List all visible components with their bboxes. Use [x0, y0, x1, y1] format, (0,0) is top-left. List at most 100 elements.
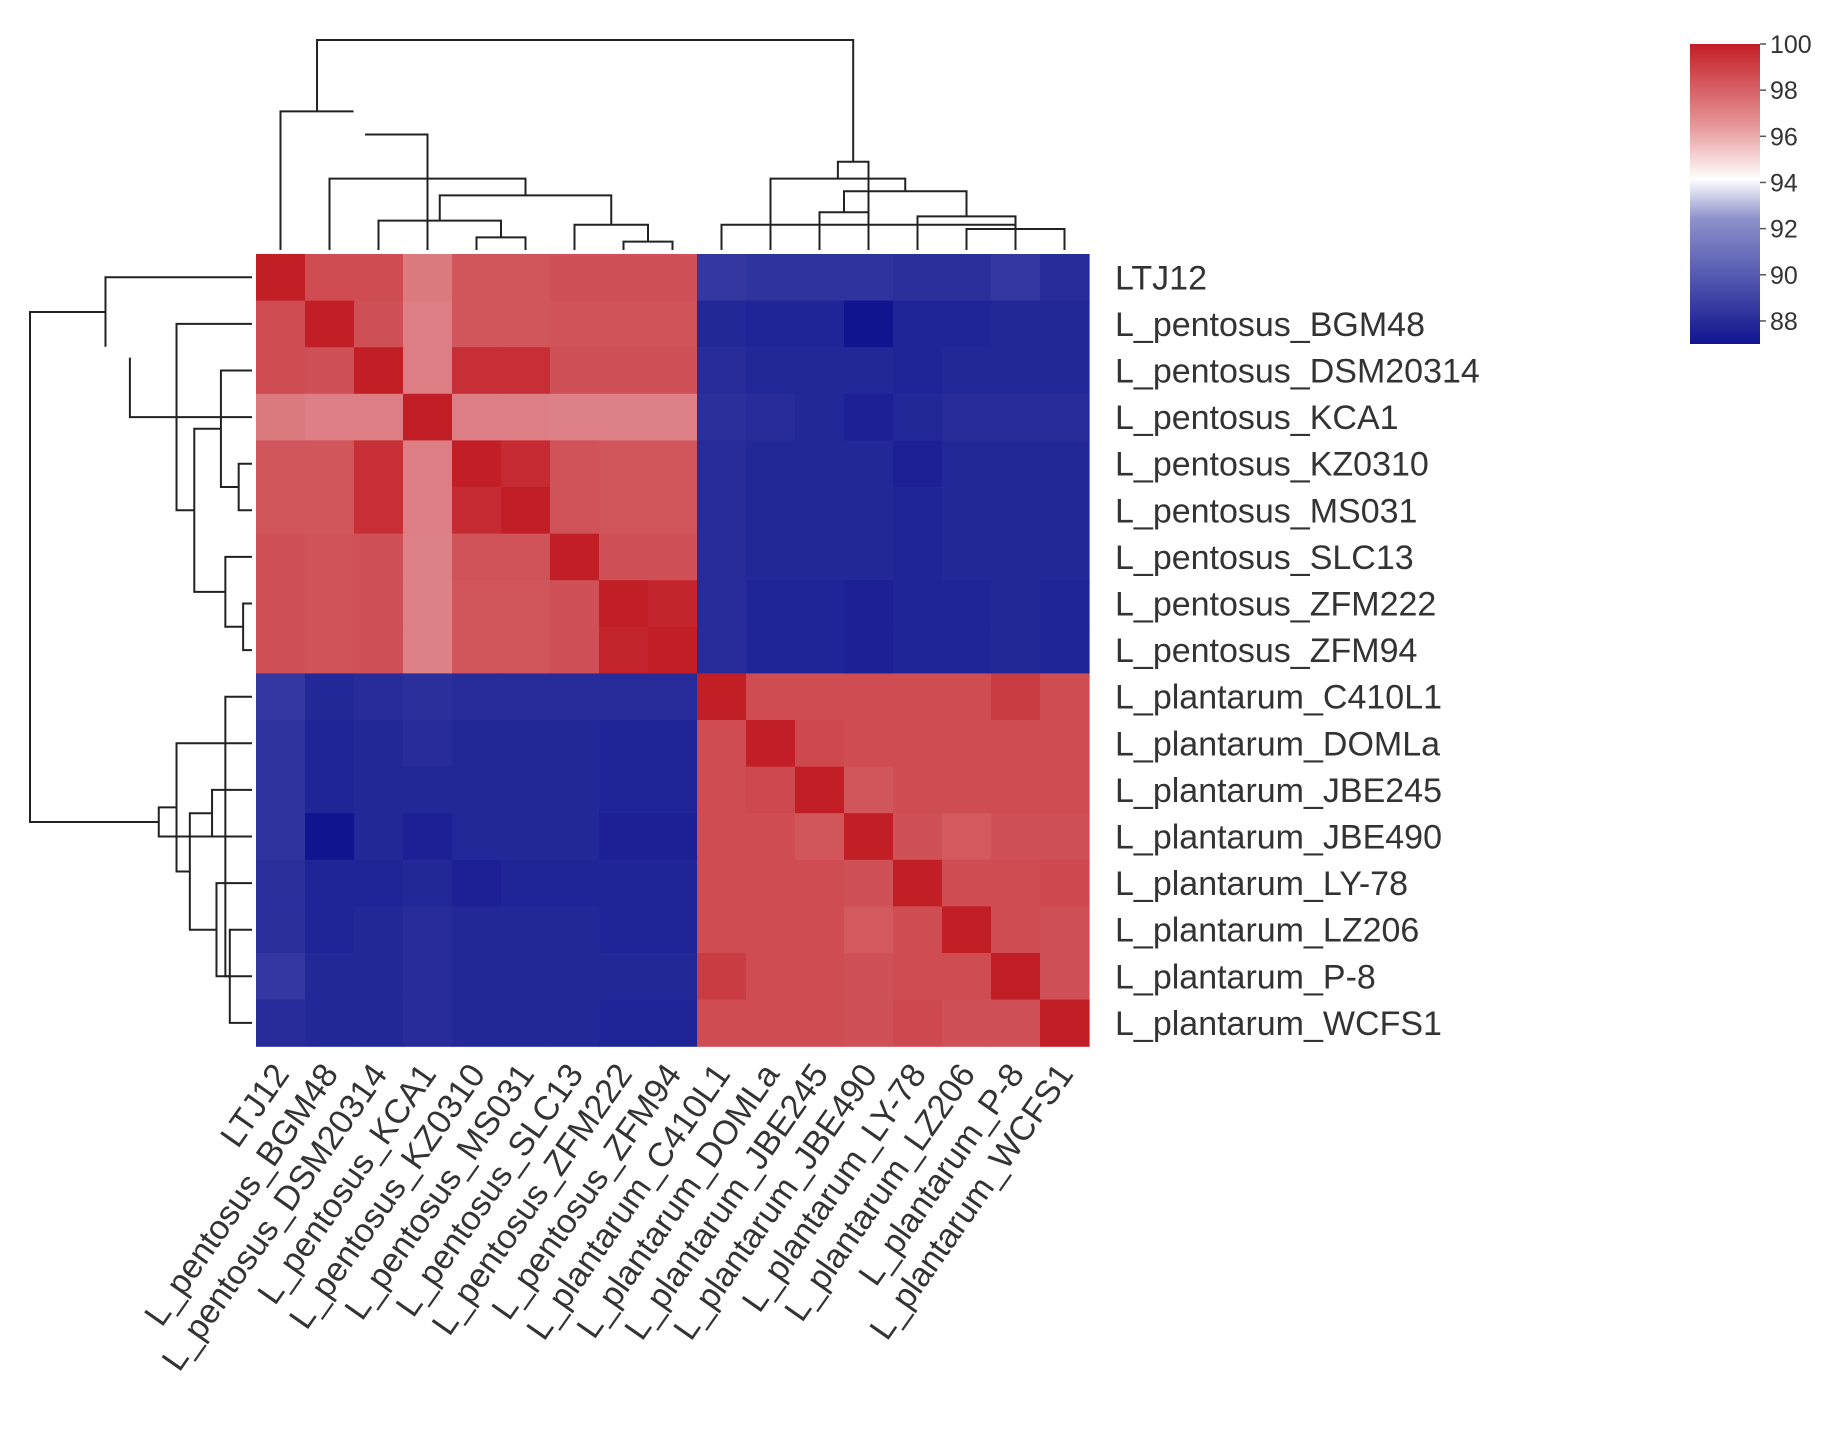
heatmap-cell: [403, 393, 453, 441]
colorbar-tick-label: 94: [1770, 169, 1798, 197]
heatmap-cell: [354, 813, 404, 861]
row-label: L_plantarum_LY-78: [1115, 865, 1408, 903]
heatmap-cell: [452, 440, 502, 488]
dendrogram-branch: [242, 602, 252, 652]
heatmap-cell: [501, 347, 551, 395]
heatmap-cell: [795, 953, 845, 1001]
heatmap-cell: [648, 626, 698, 674]
heatmap-cell: [550, 953, 600, 1001]
heatmap-cell: [403, 626, 453, 674]
heatmap-cell: [942, 953, 992, 1001]
heatmap-cell: [354, 440, 404, 488]
heatmap-cell: [305, 859, 355, 907]
heatmap-cell: [1040, 766, 1090, 814]
heatmap-cell: [942, 393, 992, 441]
heatmap-cell: [501, 720, 551, 768]
heatmap-cell: [795, 254, 845, 302]
heatmap-cell: [942, 487, 992, 535]
row-label: L_plantarum_WCFS1: [1115, 1005, 1442, 1043]
heatmap-cell: [599, 766, 649, 814]
heatmap-cell: [403, 813, 453, 861]
heatmap-cell: [893, 673, 943, 721]
heatmap-cell: [648, 673, 698, 721]
dendrogram-branch: [211, 788, 252, 838]
heatmap-cell: [452, 673, 502, 721]
heatmap-cell: [452, 393, 502, 441]
heatmap-cell: [256, 813, 306, 861]
dendrogram-branch: [29, 311, 159, 823]
heatmap-cell: [942, 533, 992, 581]
heatmap-cell: [256, 859, 306, 907]
heatmap-cell: [452, 766, 502, 814]
heatmap-cell: [893, 347, 943, 395]
heatmap-cell: [1040, 347, 1090, 395]
dendrogram-branch: [475, 236, 527, 250]
colorbar-tick-label: 98: [1770, 77, 1798, 105]
heatmap-cell: [844, 999, 894, 1047]
heatmap-cell: [550, 347, 600, 395]
heatmap-cell: [746, 766, 796, 814]
heatmap-cell: [354, 953, 404, 1001]
heatmap-cell: [599, 533, 649, 581]
heatmap-cell: [550, 999, 600, 1047]
heatmap-cell: [991, 720, 1041, 768]
heatmap-cell: [599, 440, 649, 488]
heatmap-cell: [893, 254, 943, 302]
heatmap-cell: [1040, 580, 1090, 628]
heatmap-cell: [452, 953, 502, 1001]
heatmap-cell: [697, 580, 747, 628]
heatmap-cell: [991, 533, 1041, 581]
heatmap-cell: [256, 393, 306, 441]
heatmap-cell: [746, 813, 796, 861]
dendrogram-branch: [818, 211, 870, 250]
heatmap-cell: [746, 906, 796, 954]
heatmap-cell: [1040, 254, 1090, 302]
heatmap-cell: [1040, 813, 1090, 861]
heatmap-cell: [354, 673, 404, 721]
heatmap-cell: [648, 487, 698, 535]
heatmap-cell: [256, 626, 306, 674]
dendrogram-branch: [175, 742, 252, 873]
heatmap-cell: [403, 580, 453, 628]
heatmap-cell: [844, 487, 894, 535]
heatmap-cell: [354, 626, 404, 674]
heatmap-cell: [550, 254, 600, 302]
heatmap-cell: [354, 347, 404, 395]
heatmap-cell: [354, 999, 404, 1047]
heatmap-cell: [256, 720, 306, 768]
heatmap-cell: [844, 300, 894, 348]
dendrogram-branch: [365, 133, 429, 250]
heatmap-cell: [305, 766, 355, 814]
heatmap-cell: [746, 440, 796, 488]
heatmap-cell: [648, 440, 698, 488]
heatmap-cell: [452, 533, 502, 581]
heatmap-cell: [991, 813, 1041, 861]
heatmap-cell: [256, 999, 306, 1047]
heatmap-cell: [697, 766, 747, 814]
row-dendrogram: [29, 276, 252, 1024]
row-label: L_pentosus_BGM48: [1115, 306, 1425, 344]
heatmap-cell: [991, 999, 1041, 1047]
heatmap-cell: [501, 300, 551, 348]
heatmap-cell: [403, 720, 453, 768]
heatmap-cell: [256, 300, 306, 348]
heatmap-cell: [256, 533, 306, 581]
heatmap-cell: [844, 347, 894, 395]
heatmap-cell: [844, 626, 894, 674]
heatmap-cell: [1040, 859, 1090, 907]
heatmap-cell: [893, 533, 943, 581]
heatmap-cell: [1040, 440, 1090, 488]
heatmap-cell: [354, 580, 404, 628]
row-label: L_pentosus_ZFM222: [1115, 586, 1436, 624]
heatmap-cell: [795, 347, 845, 395]
heatmap-cell: [403, 859, 453, 907]
heatmap-cell: [501, 813, 551, 861]
heatmap-cell: [501, 766, 551, 814]
heatmap-cell: [599, 953, 649, 1001]
heatmap-cell: [354, 254, 404, 302]
heatmap-cell: [354, 859, 404, 907]
row-label: L_plantarum_LZ206: [1115, 912, 1419, 950]
heatmap-cell: [1040, 300, 1090, 348]
heatmap-cell: [305, 580, 355, 628]
